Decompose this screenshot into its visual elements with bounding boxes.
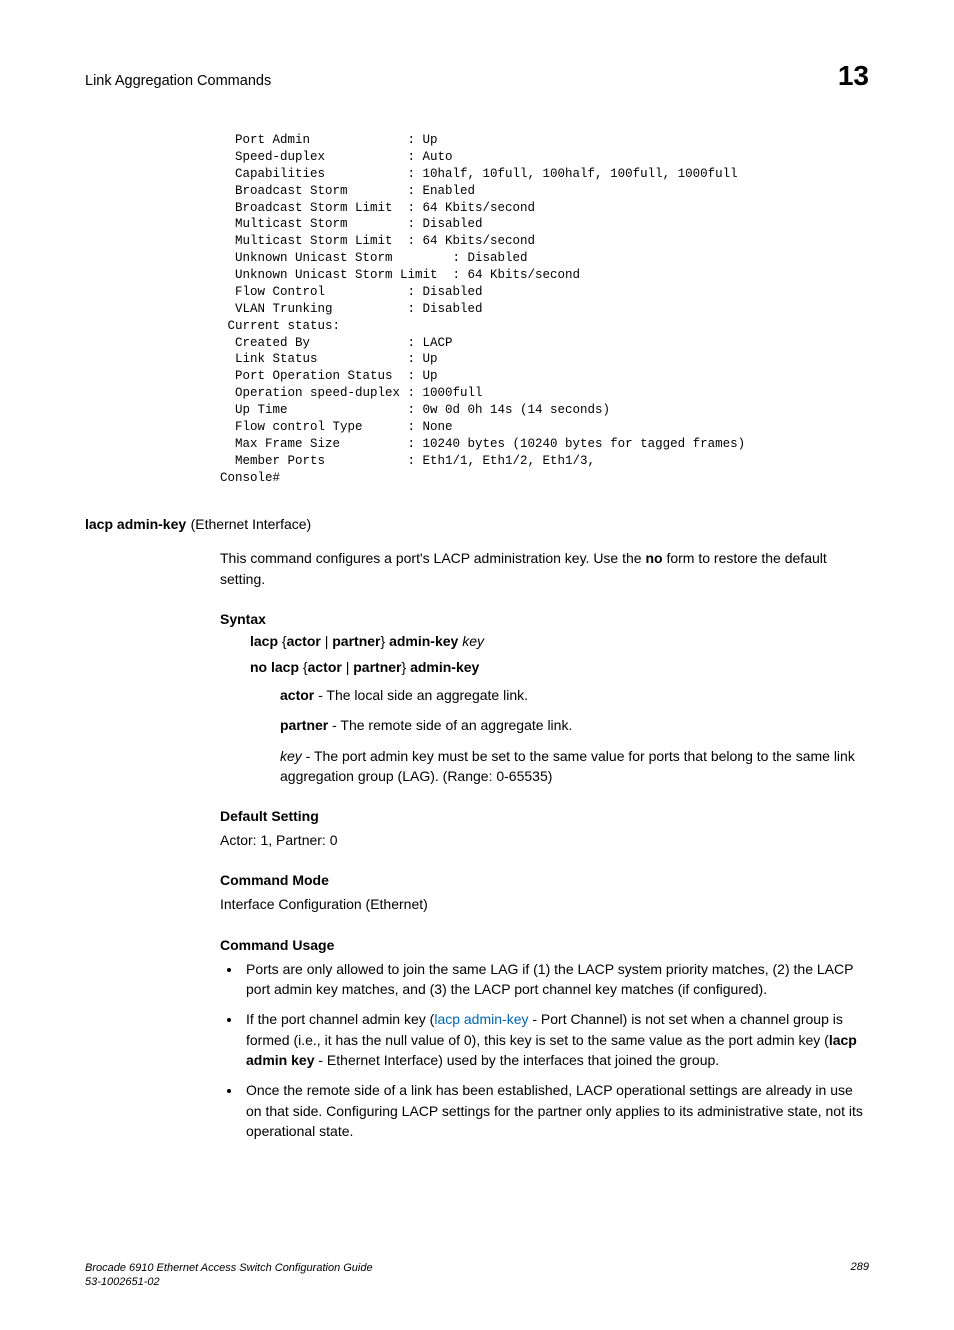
page-footer: Brocade 6910 Ethernet Access Switch Conf… (85, 1261, 869, 1290)
console-line: Flow Control : Disabled (220, 285, 483, 299)
console-line: Capabilities : 10half, 10full, 100half, … (220, 167, 738, 181)
console-line: Up Time : 0w 0d 0h 14s (14 seconds) (220, 403, 610, 417)
footer-guide-title: Brocade 6910 Ethernet Access Switch Conf… (85, 1261, 373, 1275)
syntax-token: | (342, 659, 353, 675)
usage-text: Once the remote side of a link has been … (246, 1082, 863, 1139)
console-line: Console# (220, 471, 280, 485)
header-title: Link Aggregation Commands (85, 73, 271, 89)
syntax-token: actor (308, 659, 342, 675)
console-line: Broadcast Storm Limit : 64 Kbits/second (220, 201, 535, 215)
footer-doc-number: 53-1002651-02 (85, 1275, 373, 1289)
syntax-heading: Syntax (220, 611, 869, 627)
lacp-admin-key-link[interactable]: lacp admin-key (434, 1011, 528, 1027)
console-line: Operation speed-duplex : 1000full (220, 386, 483, 400)
syntax-line-1: lacp {actor | partner} admin-key key (250, 633, 869, 649)
usage-text: If the port channel admin key ( (246, 1011, 434, 1027)
console-line: Port Operation Status : Up (220, 369, 438, 383)
syntax-token: admin-key (389, 633, 458, 649)
param-actor: actor - The local side an aggregate link… (280, 685, 869, 705)
syntax-token: } (380, 633, 389, 649)
syntax-token: actor (287, 633, 321, 649)
page: Link Aggregation Commands 13 Port Admin … (0, 0, 954, 1330)
param-name: key (280, 748, 302, 764)
console-line: Current status: (220, 319, 340, 333)
console-line: Flow control Type : None (220, 420, 453, 434)
console-output: Port Admin : Up Speed-duplex : Auto Capa… (220, 132, 869, 486)
console-line: Multicast Storm Limit : 64 Kbits/second (220, 234, 535, 248)
page-header: Link Aggregation Commands 13 (85, 60, 869, 92)
console-line: Multicast Storm : Disabled (220, 217, 483, 231)
command-name: lacp admin-key (85, 516, 186, 532)
syntax-token: lacp (250, 633, 278, 649)
usage-item: If the port channel admin key (lacp admi… (242, 1009, 869, 1070)
footer-page-number: 289 (851, 1261, 869, 1290)
param-name: actor (280, 687, 314, 703)
command-description: This command configures a port's LACP ad… (220, 548, 869, 589)
syntax-token: partner (353, 659, 401, 675)
syntax-token: admin-key (410, 659, 479, 675)
param-desc: - The port admin key must be set to the … (280, 748, 855, 784)
syntax-token: { (299, 659, 308, 675)
param-partner: partner - The remote side of an aggregat… (280, 715, 869, 735)
syntax-token: } (401, 659, 410, 675)
param-desc: - The remote side of an aggregate link. (328, 717, 572, 733)
usage-text: - Ethernet Interface) used by the interf… (314, 1052, 719, 1068)
console-line: Created By : LACP (220, 336, 453, 350)
syntax-line-2: no lacp {actor | partner} admin-key (250, 659, 869, 675)
console-line: Port Admin : Up (220, 133, 438, 147)
footer-left: Brocade 6910 Ethernet Access Switch Conf… (85, 1261, 373, 1290)
console-line: VLAN Trunking : Disabled (220, 302, 483, 316)
usage-item: Once the remote side of a link has been … (242, 1080, 869, 1141)
syntax-token: no lacp (250, 659, 299, 675)
usage-item: Ports are only allowed to join the same … (242, 959, 869, 1000)
command-context: (Ethernet Interface) (191, 516, 312, 532)
default-setting-heading: Default Setting (220, 808, 869, 824)
command-usage-heading: Command Usage (220, 937, 869, 953)
syntax-token: key (462, 633, 484, 649)
console-line: Speed-duplex : Auto (220, 150, 453, 164)
console-line: Broadcast Storm : Enabled (220, 184, 475, 198)
chapter-number: 13 (838, 60, 869, 92)
default-setting-text: Actor: 1, Partner: 0 (220, 830, 869, 850)
console-line: Member Ports : Eth1/1, Eth1/2, Eth1/3, (220, 454, 595, 468)
command-mode-text: Interface Configuration (Ethernet) (220, 894, 869, 914)
param-name: partner (280, 717, 328, 733)
command-mode-heading: Command Mode (220, 872, 869, 888)
desc-part1: This command configures a port's LACP ad… (220, 550, 645, 566)
command-usage-list: Ports are only allowed to join the same … (220, 959, 869, 1141)
usage-text: Ports are only allowed to join the same … (246, 961, 853, 997)
desc-bold: no (645, 550, 662, 566)
command-heading: lacp admin-key (Ethernet Interface) (85, 516, 869, 534)
console-line: Unknown Unicast Storm : Disabled (220, 251, 528, 265)
syntax-token: { (278, 633, 287, 649)
console-line: Link Status : Up (220, 352, 438, 366)
syntax-token: partner (332, 633, 380, 649)
console-line: Unknown Unicast Storm Limit : 64 Kbits/s… (220, 268, 580, 282)
console-line: Max Frame Size : 10240 bytes (10240 byte… (220, 437, 745, 451)
param-desc: - The local side an aggregate link. (314, 687, 528, 703)
syntax-token: | (321, 633, 332, 649)
param-key: key - The port admin key must be set to … (280, 746, 869, 787)
